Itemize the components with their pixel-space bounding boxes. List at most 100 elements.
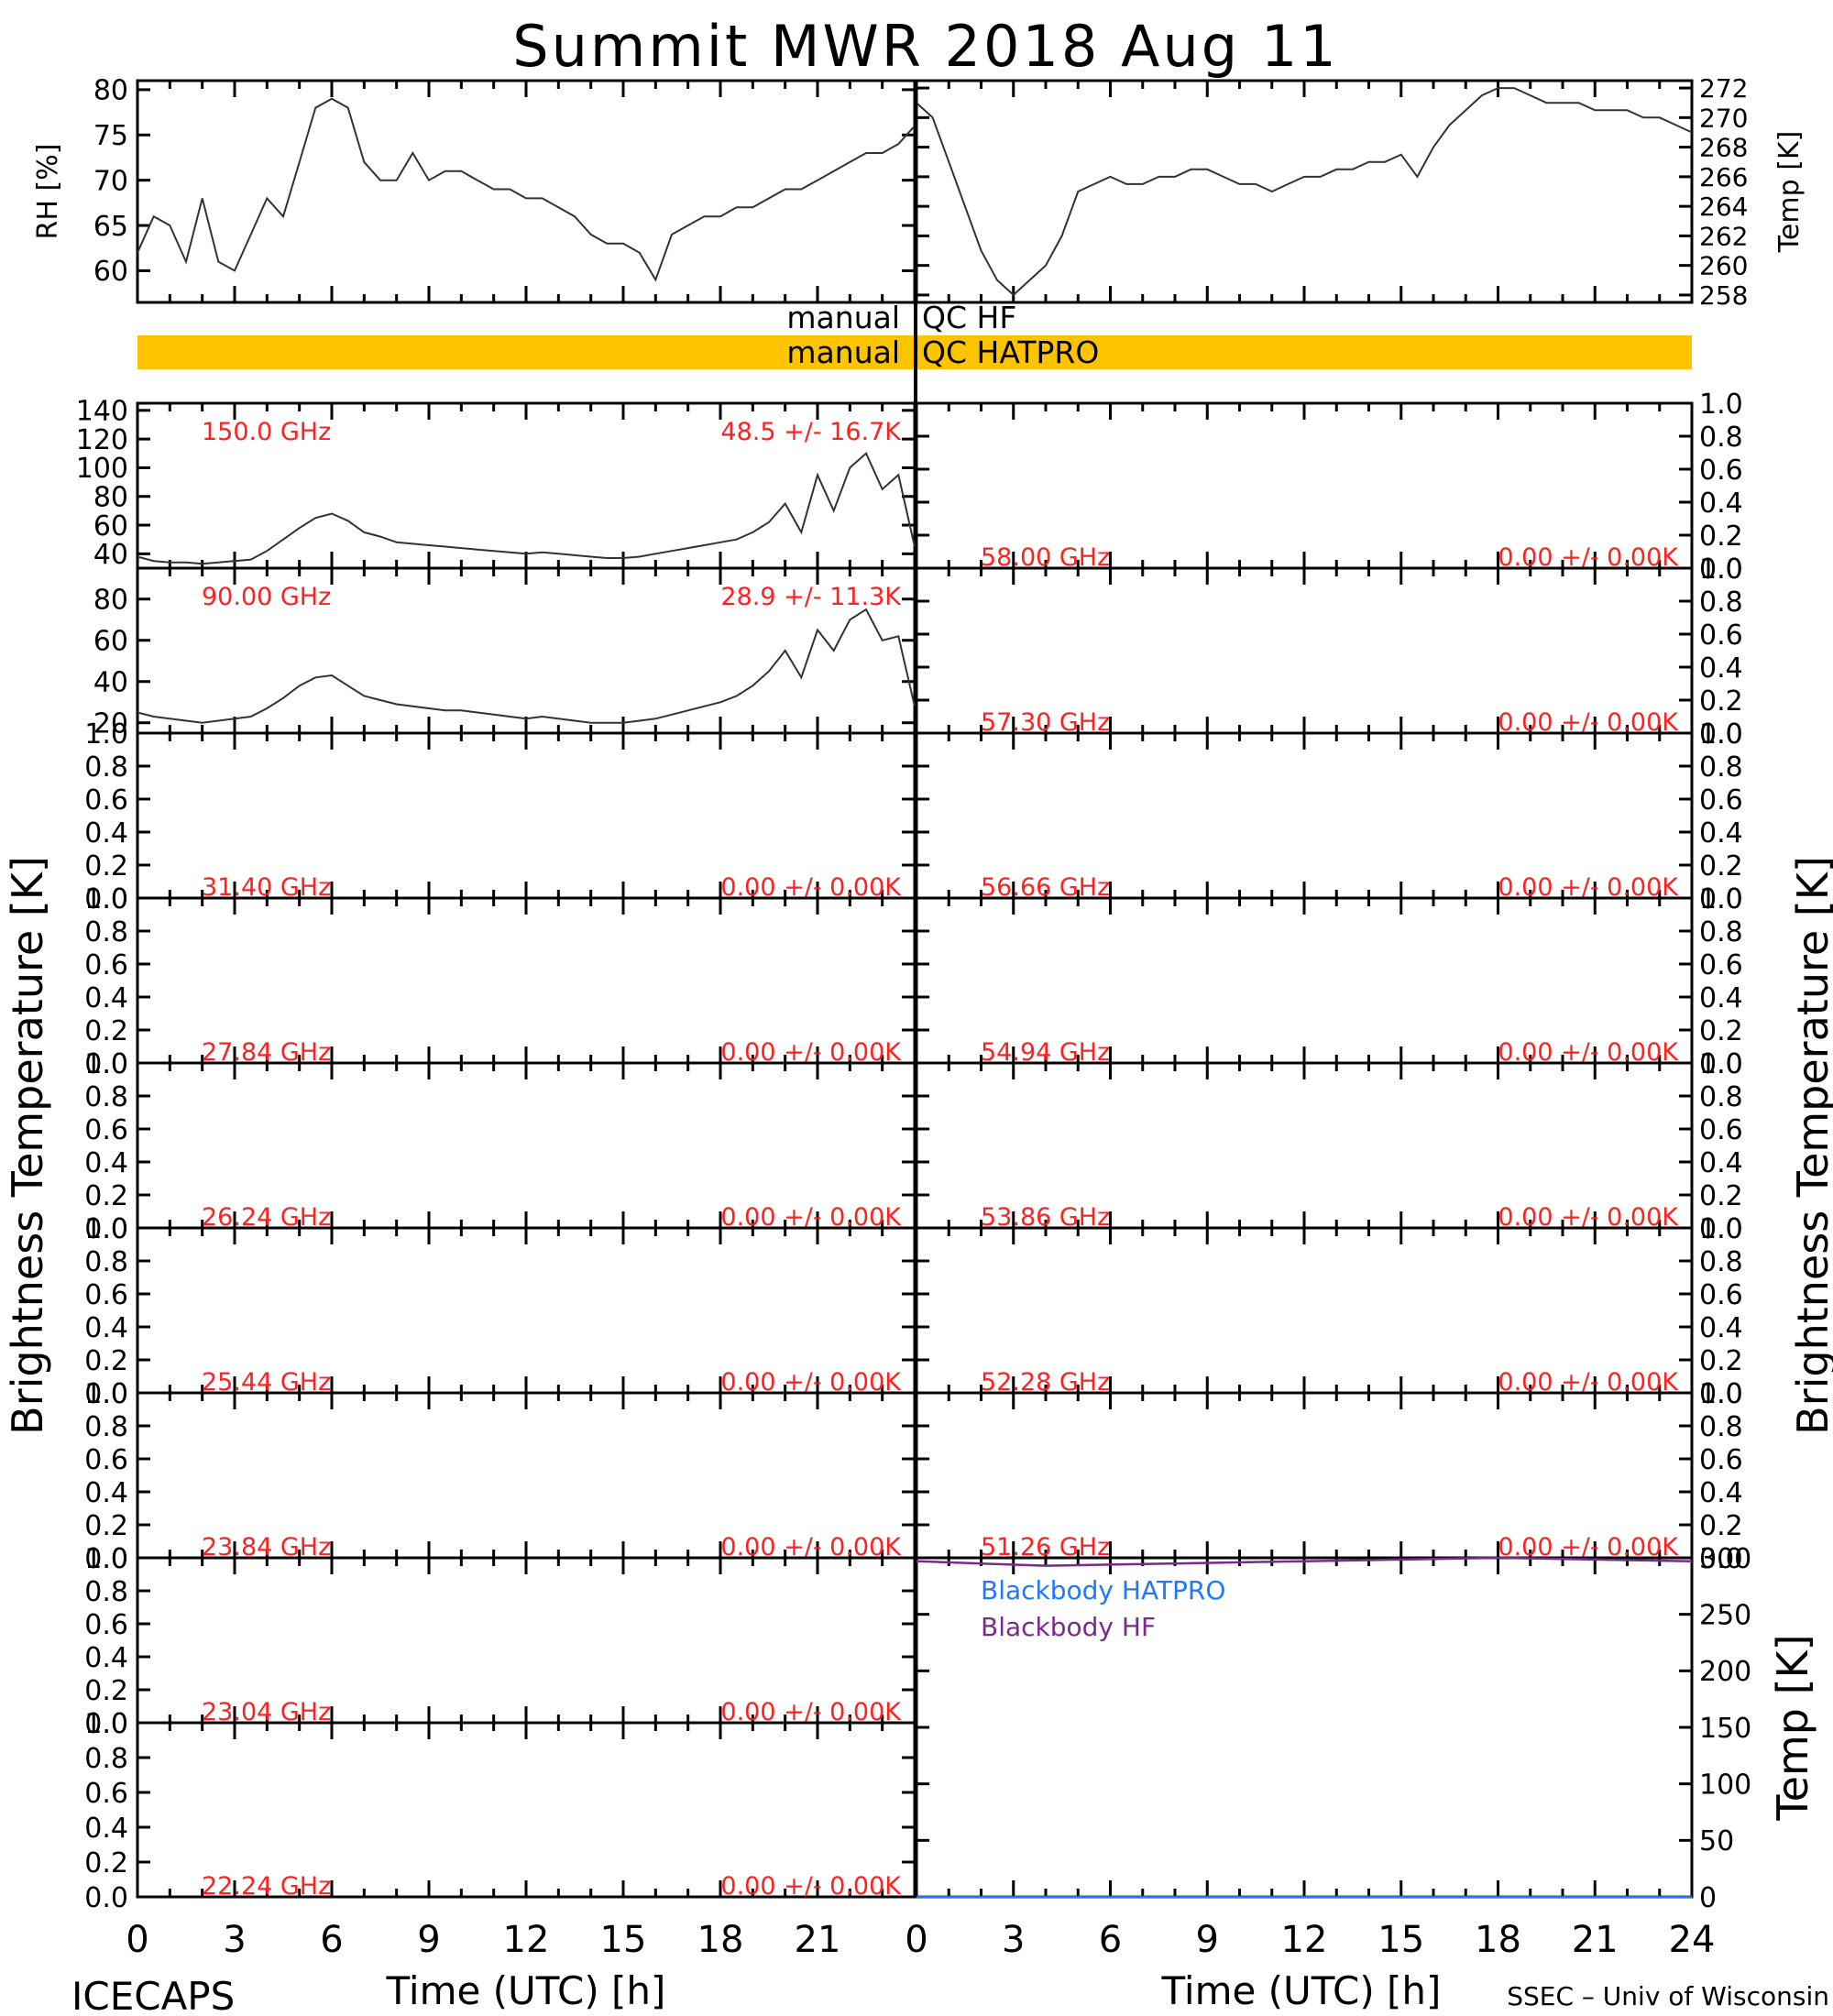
y-tick-label: 1.0 xyxy=(84,883,128,915)
y-tick-label: 0.4 xyxy=(1699,652,1743,685)
y-tick-label: 0.0 xyxy=(84,1543,128,1575)
channel-stats: 48.5 +/- 16.7K xyxy=(720,418,902,446)
y-tick-label: 0.4 xyxy=(1699,1147,1743,1179)
x-tick-label: 0 xyxy=(126,1919,148,1961)
brightness-label-left: Brightness Temperature [K] xyxy=(3,856,52,1435)
y-tick-label: 0.4 xyxy=(84,1147,128,1179)
y-tick-label: 0.6 xyxy=(84,1114,128,1146)
x-tick-label: 12 xyxy=(1281,1919,1328,1961)
y-tick-label: 270 xyxy=(1699,103,1748,133)
blackbody-temp-label: Temp [K] xyxy=(1768,1634,1817,1821)
y-tick-label: 65 xyxy=(93,211,128,243)
y-tick-label: 258 xyxy=(1699,280,1748,311)
y-tick-label: 1.0 xyxy=(1699,883,1743,915)
y-tick-label: 0.6 xyxy=(1699,455,1743,487)
y-tick-label: 0.8 xyxy=(1699,1081,1743,1113)
y-tick-label: 0.6 xyxy=(84,784,128,816)
y-tick-label: 80 xyxy=(93,585,128,617)
series-line xyxy=(916,1556,1693,1567)
time-axis-label-right: Time (UTC) [h] xyxy=(1161,1968,1442,2013)
legend-blackbody-hf: Blackbody HF xyxy=(981,1612,1156,1642)
panel-frame xyxy=(915,79,1694,304)
y-tick-label: 150 xyxy=(1699,1713,1751,1745)
y-tick-label: 100 xyxy=(76,453,128,485)
y-tick-label: 1.0 xyxy=(84,1543,128,1575)
y-tick-label: 0.8 xyxy=(84,1411,128,1443)
y-tick-label: 120 xyxy=(76,424,128,456)
y-tick-label: 0.6 xyxy=(84,1609,128,1641)
series-line xyxy=(137,608,916,724)
y-tick-label: 1.0 xyxy=(1699,1048,1743,1080)
y-tick-label: 0.8 xyxy=(84,916,128,948)
y-tick-label: 1.0 xyxy=(84,718,128,751)
x-tick-label: 12 xyxy=(503,1919,550,1961)
y-tick-label: 60 xyxy=(93,256,128,288)
channel-stats: 28.9 +/- 11.3K xyxy=(720,583,902,611)
y-tick-label: 0.2 xyxy=(1699,1510,1743,1542)
series-line xyxy=(137,97,916,282)
y-tick-label: 0.2 xyxy=(1699,1345,1743,1377)
y-tick-label: 1.0 xyxy=(84,1213,128,1245)
y-tick-label: 0.8 xyxy=(1699,1411,1743,1443)
y-tick-label: 60 xyxy=(93,510,128,542)
y-tick-label: 0.6 xyxy=(84,1444,128,1476)
channel-label: 150.0 GHz xyxy=(202,418,331,446)
time-axis-label-left: Time (UTC) [h] xyxy=(386,1968,666,2013)
y-tick-label: 0.0 xyxy=(1699,1048,1743,1080)
y-tick-label: 0.2 xyxy=(84,1180,128,1212)
y-tick-label: 0.8 xyxy=(84,1743,128,1775)
y-tick-label: 0.2 xyxy=(1699,1180,1743,1212)
y-tick-label: 0.8 xyxy=(1699,422,1743,454)
y-tick-label: 0.6 xyxy=(1699,1444,1743,1476)
y-tick-label: 250 xyxy=(1699,1599,1751,1631)
y-tick-label: 0.2 xyxy=(1699,850,1743,882)
y-tick-label: 40 xyxy=(93,539,128,571)
y-tick-label: 0.2 xyxy=(84,1510,128,1542)
y-tick-label: 0.4 xyxy=(84,982,128,1014)
y-tick-label: 0.2 xyxy=(84,1675,128,1707)
qc-hatpro-manual: manual xyxy=(786,334,900,370)
y-tick-label: 0.6 xyxy=(1699,949,1743,981)
y-tick-label: 40 xyxy=(93,667,128,699)
y-tick-label: 0.0 xyxy=(84,1882,128,1914)
y-tick-label: 200 xyxy=(1699,1656,1751,1688)
chart-title: Summit MWR 2018 Aug 11 xyxy=(512,13,1338,80)
y-tick-label: 0.0 xyxy=(84,883,128,915)
qc-hf-manual: manual xyxy=(786,300,900,335)
y-tick-label: 1.0 xyxy=(84,1708,128,1740)
y-tick-label: 300 xyxy=(1699,1543,1751,1575)
x-tick-label: 24 xyxy=(1669,1919,1716,1961)
y-tick-label: 0.6 xyxy=(1699,619,1743,652)
y-tick-label: 60 xyxy=(93,626,128,658)
footer-left: ICECAPS xyxy=(71,1974,235,2016)
y-tick-label: 0.4 xyxy=(1699,982,1743,1014)
panel-frame xyxy=(136,1721,916,1899)
y-tick-label: 260 xyxy=(1699,251,1748,281)
y-tick-label: 0.2 xyxy=(84,1015,128,1047)
y-tick-label: 0.6 xyxy=(84,949,128,981)
y-tick-label: 0.6 xyxy=(1699,784,1743,816)
y-tick-label: 0.4 xyxy=(1699,817,1743,849)
y-tick-label: 1.0 xyxy=(1699,1378,1743,1410)
y-tick-label: 0.0 xyxy=(1699,883,1743,915)
panel-frame xyxy=(915,1556,1694,1899)
x-tick-label: 9 xyxy=(417,1919,440,1961)
y-tick-label: 0.2 xyxy=(84,1345,128,1377)
x-tick-label: 0 xyxy=(905,1919,927,1961)
legend-blackbody-hatpro: Blackbody HATPRO xyxy=(981,1575,1225,1605)
x-tick-label: 15 xyxy=(600,1919,647,1961)
x-tick-label: 21 xyxy=(1572,1919,1619,1961)
temp-axis-label: Temp [K] xyxy=(1773,131,1806,254)
x-tick-label: 6 xyxy=(320,1919,343,1961)
footer-right: SSEC – Univ of Wisconsin xyxy=(1507,1981,1829,2011)
y-tick-label: 0.0 xyxy=(84,1213,128,1245)
y-tick-label: 1.0 xyxy=(84,1378,128,1410)
y-tick-label: 1.0 xyxy=(84,1048,128,1080)
y-tick-label: 264 xyxy=(1699,192,1748,222)
y-tick-label: 0.6 xyxy=(1699,1279,1743,1311)
y-tick-label: 70 xyxy=(93,165,128,197)
y-tick-label: 0.4 xyxy=(84,1477,128,1509)
x-tick-label: 3 xyxy=(1002,1919,1025,1961)
y-tick-label: 0.8 xyxy=(84,1081,128,1113)
